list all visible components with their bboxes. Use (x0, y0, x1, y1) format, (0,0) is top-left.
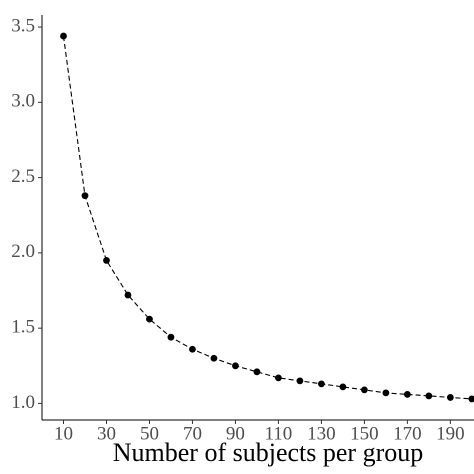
data-point (60, 32, 67, 40)
data-point (167, 333, 175, 341)
data-point (253, 368, 261, 376)
x-tick-label: 110 (265, 423, 293, 444)
x-tick-label: 150 (350, 423, 379, 444)
data-point (146, 315, 153, 323)
data-point (81, 192, 89, 200)
data-point (275, 374, 282, 382)
data-point (103, 257, 110, 264)
data-point (446, 394, 454, 401)
x-tick-label: 10 (54, 423, 73, 444)
data-point (468, 395, 474, 403)
y-tick-label: 3.0 (11, 91, 35, 112)
x-tick-label: 70 (183, 423, 202, 444)
x-tick-label: 170 (393, 423, 422, 444)
data-point (425, 392, 433, 400)
y-tick-label: 2.0 (11, 241, 35, 262)
x-tick-label: 190 (436, 423, 465, 444)
data-point (232, 362, 239, 370)
data-point (360, 386, 368, 394)
y-tick-label: 1.0 (11, 392, 35, 413)
data-point (124, 291, 132, 299)
x-tick-label: 50 (140, 423, 159, 444)
data-point (296, 377, 304, 385)
y-tick-label: 2.5 (11, 166, 35, 187)
series-line (62, 36, 472, 400)
y-tick-label: 1.5 (11, 317, 35, 338)
data-point (318, 380, 325, 388)
x-tick-label: 90 (226, 423, 245, 444)
data-point (189, 345, 196, 353)
data-point (210, 354, 218, 362)
y-tick-label: 3.5 (11, 15, 35, 36)
x-tick-label: 130 (307, 423, 336, 444)
x-tick-label: 30 (97, 423, 116, 444)
data-point (339, 383, 347, 391)
x-axis-title: Number of subjects per group (113, 438, 423, 467)
data-point (382, 389, 390, 397)
data-point (403, 391, 411, 398)
